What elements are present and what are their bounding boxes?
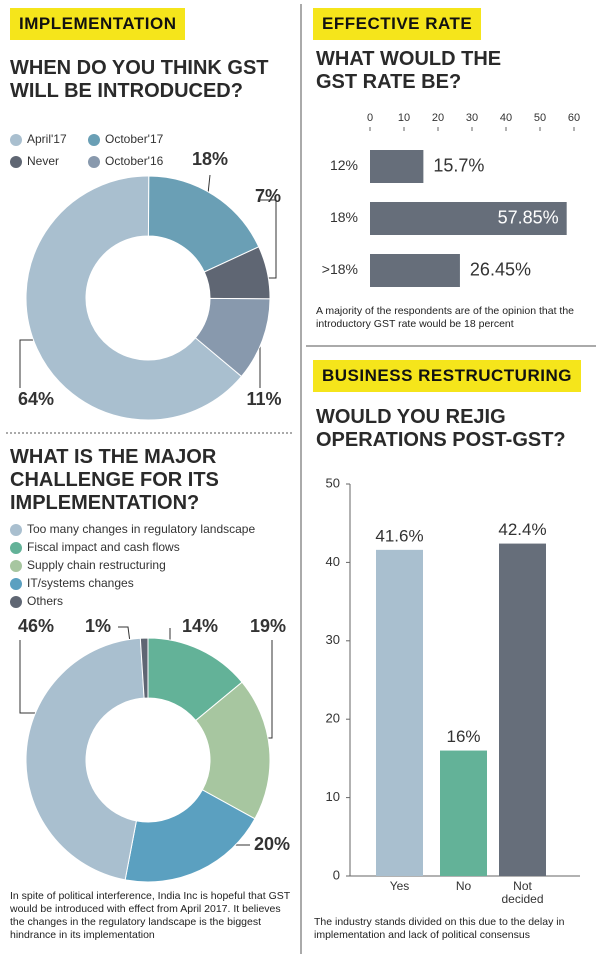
value-label: 42.4% — [498, 520, 546, 539]
section-label: IMPLEMENTATION — [10, 8, 186, 40]
legend-swatch — [10, 134, 22, 146]
bar — [499, 543, 546, 876]
x-tick-label: Yes — [389, 879, 410, 893]
donut-slice — [194, 297, 271, 378]
donut-slice — [25, 175, 243, 421]
value-label: 18% — [192, 149, 228, 169]
x-tick-label: 20 — [432, 112, 444, 124]
donut-slice — [139, 637, 149, 699]
note: The industry stands divided on this due … — [314, 916, 565, 941]
x-tick-label: 30 — [466, 112, 478, 124]
note: A majority of the respondents are of the… — [316, 305, 574, 330]
donut-slice — [25, 637, 145, 881]
legend-label: Supply chain restructuring — [27, 558, 166, 572]
bar — [370, 202, 567, 235]
legend-label: Never — [27, 154, 59, 168]
value-label: 1% — [85, 616, 111, 636]
legend-swatch — [88, 156, 100, 168]
legend-label: October'16 — [105, 154, 164, 168]
legend-swatch — [88, 134, 100, 146]
y-tick-label: 30 — [326, 632, 340, 647]
x-tick-label: 40 — [500, 112, 512, 124]
y-tick-label: 20 — [326, 711, 340, 726]
chart-title: WOULD YOU REJIG OPERATIONS POST-GST? — [316, 406, 566, 451]
value-label: 26.45% — [470, 259, 531, 279]
y-tick-label: 50 — [326, 475, 340, 490]
legend-swatch — [10, 596, 22, 608]
section-label: EFFECTIVE RATE — [313, 8, 482, 40]
value-label: 15.7% — [433, 155, 484, 175]
bar — [370, 150, 424, 183]
value-label: 16% — [446, 727, 480, 746]
value-label: 14% — [182, 616, 218, 636]
value-label: 19% — [250, 616, 286, 636]
chart-title: WHEN DO YOU THINK GST WILL BE INTRODUCED… — [10, 57, 269, 102]
x-tick-label: Not decided — [501, 879, 544, 906]
x-tick-label: 50 — [534, 112, 546, 124]
note: In spite of political interference, Indi… — [10, 890, 290, 941]
value-label: 20% — [254, 834, 290, 854]
bar — [376, 549, 423, 876]
value-label: 46% — [18, 616, 54, 636]
x-tick-label: 10 — [398, 112, 410, 124]
legend-swatch — [10, 156, 22, 168]
x-tick-label: No — [455, 879, 472, 893]
value-label: 7% — [255, 186, 281, 206]
y-tick-label: 10 — [326, 789, 340, 804]
legend-swatch — [10, 560, 22, 572]
y-tick-label: 12% — [330, 157, 358, 173]
legend-swatch — [10, 578, 22, 590]
legend-label: Others — [27, 594, 63, 608]
legend-label: Fiscal impact and cash flows — [27, 540, 180, 554]
legend-label: IT/systems changes — [27, 576, 134, 590]
legend-label: April'17 — [27, 132, 67, 146]
value-label: 64% — [18, 389, 54, 409]
x-tick-label: 0 — [367, 112, 373, 124]
bar — [370, 254, 460, 287]
legend-label: Too many changes in regulatory landscape — [27, 522, 255, 536]
value-label: 41.6% — [375, 526, 423, 545]
section-label: BUSINESS RESTRUCTURING — [313, 360, 581, 392]
y-tick-label: 18% — [330, 209, 358, 225]
chart-title: WHAT IS THE MAJOR CHALLENGE FOR ITS IMPL… — [10, 446, 219, 514]
legend-label: October'17 — [105, 132, 164, 146]
y-tick-label: 40 — [326, 554, 340, 569]
value-label: 57.85% — [498, 207, 559, 227]
legend-swatch — [10, 524, 22, 536]
legend-swatch — [10, 542, 22, 554]
donut-slice — [124, 789, 256, 883]
value-label: 11% — [246, 389, 281, 409]
y-tick-label: 0 — [333, 867, 340, 882]
bar — [440, 750, 487, 876]
chart-title: WHAT WOULD THE GST RATE BE? — [316, 48, 502, 93]
y-tick-label: >18% — [322, 261, 358, 277]
x-tick-label: 60 — [568, 112, 580, 124]
